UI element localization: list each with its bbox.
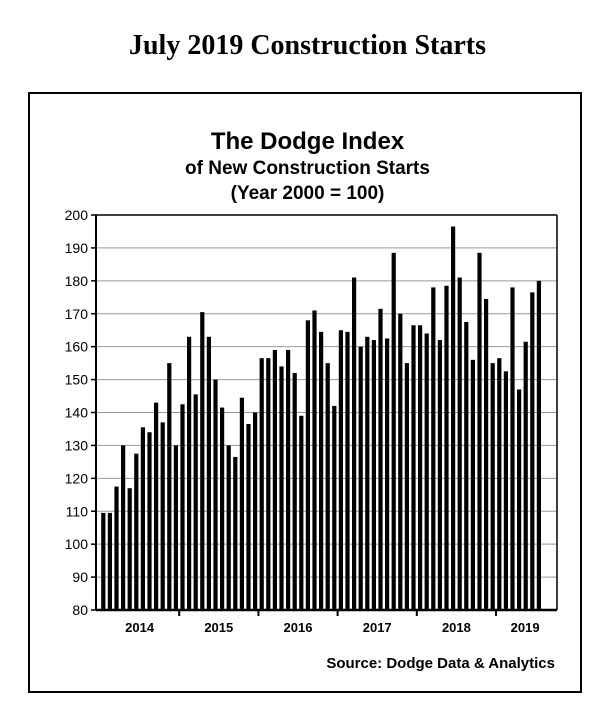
y-tick-label: 100 [65,536,89,552]
bar [233,456,238,610]
bar [200,312,205,610]
bar [312,310,317,610]
bar [226,445,231,610]
bar [530,292,535,610]
bar [121,445,126,610]
x-tick-label: 2017 [363,620,392,635]
bar [352,277,357,610]
bar [484,298,489,610]
bar [259,358,264,610]
bar [127,488,132,610]
bar [523,341,528,610]
x-tick-label: 2015 [204,620,233,635]
bar [510,287,515,610]
bar [418,325,423,610]
bar [319,331,324,610]
bar [391,252,396,610]
bar [292,373,297,610]
bar [338,330,343,610]
bar [503,371,508,610]
bar [536,280,541,610]
chart-subtitle: of New Construction Starts [185,158,430,179]
bar [404,363,409,610]
bar [239,397,244,610]
x-tick-label: 2016 [284,620,313,635]
page-title: July 2019 Construction Starts [128,30,486,61]
bar [279,366,284,610]
bar [451,226,456,611]
bar [431,287,436,610]
y-tick-label: 140 [65,405,89,421]
bar [345,331,350,610]
bar [365,336,370,610]
bar [134,453,139,610]
bar [457,277,462,610]
bar [437,340,442,610]
bar [272,349,277,610]
y-tick-label: 110 [66,503,89,519]
bar [444,285,449,610]
bar [213,379,218,610]
bar [378,308,383,610]
bar [206,336,211,610]
bar [220,407,225,610]
y-tick-label: 80 [72,602,88,618]
y-tick-label: 160 [65,339,89,355]
y-tick-label: 190 [65,240,89,256]
bar [140,427,145,610]
bar [253,412,258,610]
bar [246,424,251,610]
bar [398,313,403,610]
bar [299,415,304,610]
bar [193,394,198,610]
y-tick-label: 180 [65,273,89,289]
bar [358,346,363,610]
bar [424,333,429,610]
bar [101,512,106,610]
bar [187,336,192,610]
x-tick-label: 2018 [442,620,471,635]
bar [332,405,337,610]
y-tick-label: 120 [65,470,89,486]
y-tick-label: 200 [65,207,89,223]
bar [490,363,495,610]
chart-frame [28,92,582,693]
bar [147,432,152,610]
x-tick-label: 2019 [511,620,540,635]
bar [114,486,119,610]
bar [371,340,376,610]
bar [497,358,502,610]
bar [470,359,475,610]
bar [180,404,185,610]
bar [477,252,482,610]
bar [160,422,165,610]
bar [266,358,271,610]
bar [325,363,330,610]
chart-title: The Dodge Index [210,128,405,155]
bar [173,445,178,610]
y-tick-label: 90 [72,569,88,585]
x-tick-label: 2014 [125,620,155,635]
y-tick-label: 150 [65,372,89,388]
source-note: Source: Dodge Data & Analytics [326,655,555,672]
bar [286,349,291,610]
y-tick-label: 130 [65,437,89,453]
bar [154,402,159,610]
bar [385,338,390,610]
bar [107,512,112,610]
bar [464,321,469,610]
bar [167,363,172,610]
y-tick-label: 170 [65,306,89,322]
bar [517,389,522,610]
bar [305,320,310,610]
bar [411,325,416,610]
chart-subtitle-2: (Year 2000 = 100) [230,183,385,204]
